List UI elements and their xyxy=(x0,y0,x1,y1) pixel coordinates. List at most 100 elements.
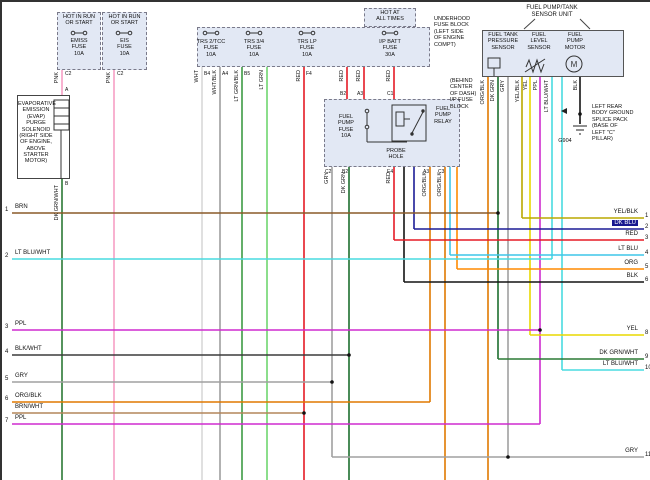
pin-label: B xyxy=(65,181,69,187)
pin-label: A3 xyxy=(357,91,364,97)
right-wire-number: 9 xyxy=(645,354,649,360)
right-wire-number: 6 xyxy=(645,277,649,283)
right-wire-label: YEL/BLK xyxy=(613,209,638,215)
leader-lines xyxy=(523,18,591,30)
right-wire-label: ORG xyxy=(624,260,638,266)
wire-color-label: WHT xyxy=(194,70,200,83)
hot-at-all-times-label: HOT AT ALL TIMES xyxy=(376,10,404,23)
sensor-unit-title: FUEL PUMP/TANK SENSOR UNIT xyxy=(526,5,578,18)
wire-color-label: WHT/BLK xyxy=(212,70,218,95)
right-wire-number: 11 xyxy=(645,452,650,458)
right-wire-label: DK BLU xyxy=(612,220,638,226)
left-wire-number: 6 xyxy=(5,396,9,402)
junction-dot xyxy=(302,411,306,415)
wire-color-label: LT GRN xyxy=(259,70,265,90)
eis-fuse-label: EIS FUSE 10A xyxy=(117,38,132,57)
pin-label: A4 xyxy=(222,71,229,77)
right-wire-number: 1 xyxy=(645,213,649,219)
trs34-fuse-label: TRS 3/4 FUSE 10A xyxy=(243,39,265,58)
underhood-fuse-block-label: UNDERHOOD FUSE BLOCK (LEFT SIDE OF ENGIN… xyxy=(434,16,471,48)
left-wire-label: LT BLU/WHT xyxy=(15,250,51,256)
emiss-fuse-label: EMISS FUSE 10A xyxy=(70,38,88,57)
right-wire-number: 2 xyxy=(645,224,649,230)
probe-hole-label: PROBE HOLE xyxy=(386,148,406,161)
left-wire-label: PPL xyxy=(15,415,27,421)
right-wire-label: YEL xyxy=(626,326,638,332)
pin-label: C1 xyxy=(387,91,394,97)
pin-label: C2 xyxy=(325,169,332,175)
left-wire-number: 5 xyxy=(5,376,9,382)
left-wire-label: BRN xyxy=(15,204,28,210)
pin-label: F4 xyxy=(306,71,312,77)
hot-in-run-label-1: HOT IN RUN OR START xyxy=(63,14,95,27)
evap-solenoid-label: EVAPORATIVE EMISSION (EVAP) PURGE SOLENO… xyxy=(18,101,57,165)
fuel-pump-tank-sensor-unit-box xyxy=(482,30,624,77)
left-wire-number: 3 xyxy=(5,324,9,330)
wire-color-label: ORG/BLK xyxy=(422,172,428,197)
junction-dot xyxy=(538,328,542,332)
wire-color-label: LT GRN/BLK xyxy=(234,70,240,102)
wire-color-label: GRY xyxy=(500,80,506,92)
hot-at-all-times-tab xyxy=(364,8,416,27)
left-wire-number: 1 xyxy=(5,207,9,213)
wire-color-label: YEL/BLK xyxy=(515,80,521,103)
trs2-tcc-fuse-label: TRS 2/TCC FUSE 10A xyxy=(196,39,226,58)
left-wire-number: 7 xyxy=(5,418,9,424)
wire-color-label: YEL xyxy=(523,80,529,91)
right-wire-number: 8 xyxy=(645,330,649,336)
right-wire-label: DK GRN/WHT xyxy=(599,350,638,356)
right-wire-label: LT BLU/WHT xyxy=(602,361,638,367)
right-wire-label: GRY xyxy=(625,448,638,454)
pin-label: C3 xyxy=(438,169,445,175)
right-wire-number: 10 xyxy=(645,365,650,371)
left-wire-label: ORG/BLK xyxy=(15,393,42,399)
right-wire-number: 3 xyxy=(645,235,649,241)
wire-color-label: DK GRN/WHT xyxy=(54,185,60,221)
fuel-pump-relay-label: FUEL PUMP RELAY xyxy=(434,106,452,125)
wire-color-label: RED xyxy=(356,70,362,82)
right-wire-label: RED xyxy=(625,231,638,237)
wire-color-label: RED xyxy=(339,70,345,82)
right-wire-label: BLK xyxy=(626,273,638,279)
trslp-fuse-label: TRS LP FUSE 10A xyxy=(297,39,317,58)
left-wire-label: BLK/WHT xyxy=(15,346,42,352)
fuse-box-eis xyxy=(102,12,147,70)
right-wire-number: 4 xyxy=(645,250,649,256)
junction-dot xyxy=(578,112,582,116)
fuel-pump-fuse-label: FUEL PUMP FUSE 10A xyxy=(338,114,354,140)
wire-color-label: PNK xyxy=(54,72,60,84)
left-wire-label: BRN/WHT xyxy=(15,404,43,410)
pin-label: B5 xyxy=(244,71,251,77)
right-wire-number: 5 xyxy=(645,264,649,270)
pin-label: A xyxy=(65,87,69,93)
pin-label: B4 xyxy=(204,71,211,77)
wire-color-label: PNK xyxy=(106,72,112,84)
wire-color-label: ORG/BLK xyxy=(437,172,443,197)
ip-batt-fuse-label: I/P BATT FUSE 30A xyxy=(379,39,401,58)
ground-icon xyxy=(561,108,587,135)
wire-color-label: BLK xyxy=(573,80,579,91)
wire-color-label: LT BLU/WHT xyxy=(544,80,550,113)
junction-dot xyxy=(330,380,334,384)
g904-label: G904 xyxy=(558,138,572,144)
pin-label: E4 xyxy=(387,169,394,175)
left-wire-number: 4 xyxy=(5,349,9,355)
wire-color-label: RED xyxy=(296,70,302,82)
pin-label: A3 xyxy=(423,169,430,175)
right-wire-label: LT BLU xyxy=(618,246,638,252)
wire-color-label: ORG/BLK xyxy=(480,80,486,105)
fuel-pump-motor-label: FUEL PUMP MOTOR xyxy=(564,32,586,51)
fuse-box-emiss xyxy=(57,12,101,70)
ground-splice-label: LEFT REAR BODY GROUND SPLICE PACK (BASE … xyxy=(592,104,634,142)
fuel-tank-pressure-sensor-label: FUEL TANK PRESSURE SENSOR xyxy=(487,32,519,51)
junction-dot xyxy=(506,455,510,459)
fuel-level-sensor-label: FUEL LEVEL SENSOR xyxy=(527,32,551,51)
left-wire-label: GRY xyxy=(15,373,28,379)
wire-color-label: PPL xyxy=(533,80,539,91)
left-wire-number: 2 xyxy=(5,253,9,259)
hot-in-run-label-2: HOT IN RUN OR START xyxy=(108,14,141,27)
pin-label: C2 xyxy=(117,71,124,77)
wire-color-label: DK GRN xyxy=(490,80,496,102)
left-wire-label: PPL xyxy=(15,321,27,327)
